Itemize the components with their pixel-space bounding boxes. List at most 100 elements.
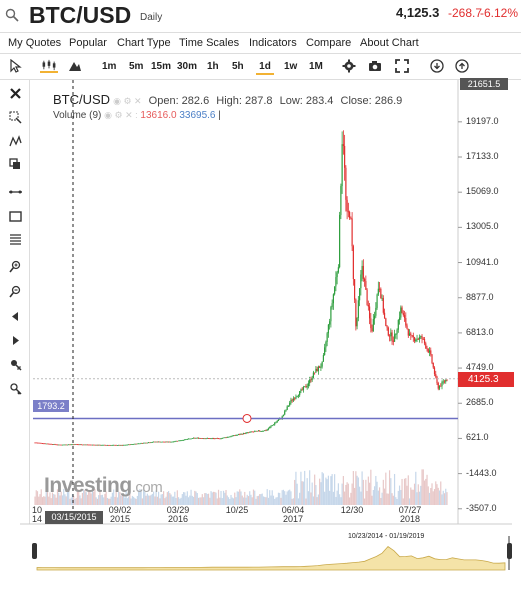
- volume-bar: [423, 480, 426, 505]
- gear-icon[interactable]: [342, 59, 356, 73]
- menu-popular[interactable]: Popular: [69, 37, 107, 49]
- mountain-chart-icon[interactable]: [68, 59, 82, 73]
- candle-body: [336, 272, 338, 278]
- candle-body: [212, 438, 215, 440]
- candle-body: [55, 444, 57, 446]
- interval-1M[interactable]: 1M: [309, 61, 323, 72]
- volume-bar: [192, 496, 195, 505]
- menu-compare[interactable]: Compare: [306, 37, 352, 49]
- zoom-in-icon[interactable]: [9, 260, 22, 273]
- volume-value-2: 33695.6: [179, 110, 216, 121]
- volume-bar: [347, 483, 349, 505]
- volume-bar: [284, 491, 286, 505]
- candle-body: [169, 441, 171, 443]
- volume-bar: [242, 497, 245, 505]
- cursor-icon[interactable]: [8, 59, 22, 73]
- search-icon[interactable]: [5, 8, 19, 22]
- candlestick-icon[interactable]: [40, 59, 58, 73]
- menu-chart-type[interactable]: Chart Type: [117, 37, 171, 49]
- cloud-download-icon[interactable]: [430, 59, 444, 73]
- candle-body: [155, 441, 157, 443]
- volume-bar: [359, 486, 361, 505]
- candle-body: [189, 438, 191, 440]
- rectangle-icon[interactable]: [9, 210, 22, 223]
- interval-5m[interactable]: 5m: [129, 61, 144, 72]
- volume-bar: [186, 491, 188, 505]
- volume-value-1: 13616.0: [140, 110, 177, 121]
- candle-body: [422, 338, 424, 340]
- candle-body: [264, 430, 266, 432]
- last-price: 4,125.3: [396, 5, 440, 20]
- volume-bar: [181, 494, 183, 505]
- price-tick-label: 621.0: [466, 432, 489, 443]
- pattern-tool-icon[interactable]: [9, 135, 22, 148]
- menu-indicators[interactable]: Indicators: [249, 37, 297, 49]
- horizontal-line-handle[interactable]: [242, 413, 252, 423]
- volume-bar: [276, 497, 278, 505]
- fibonacci-icon[interactable]: [9, 233, 22, 246]
- menu-time-scales[interactable]: Time Scales: [179, 37, 240, 49]
- volume-bar: [388, 470, 391, 505]
- volume-bar: [201, 494, 203, 505]
- candle-body: [229, 436, 231, 438]
- candle-body: [197, 437, 200, 439]
- candle-body: [241, 433, 243, 435]
- interval-15m[interactable]: 15m: [151, 61, 172, 72]
- candle-body: [236, 434, 238, 436]
- trendline-icon[interactable]: [9, 185, 22, 198]
- volume-bar: [174, 491, 176, 505]
- cloud-upload-icon[interactable]: [455, 59, 469, 73]
- candle-body: [295, 397, 297, 399]
- time-tick-label: 07/27 2018: [398, 505, 422, 524]
- interval-1w[interactable]: 1w: [284, 61, 298, 72]
- volume-bar: [184, 492, 186, 505]
- volume-bar: [393, 473, 396, 505]
- lock-drawing-icon[interactable]: [9, 382, 22, 395]
- fullscreen-icon[interactable]: [395, 59, 409, 73]
- candle-body: [124, 444, 126, 446]
- menu-about-chart[interactable]: About Chart: [360, 37, 419, 49]
- candle-body: [111, 444, 114, 446]
- zoom-out-icon[interactable]: [9, 285, 22, 298]
- candle-body: [34, 442, 36, 444]
- volume-bar: [215, 492, 217, 505]
- scroll-left-icon[interactable]: [9, 310, 22, 323]
- candle-body: [400, 307, 402, 318]
- volume-bar: [182, 492, 185, 505]
- volume-bar: [442, 490, 444, 505]
- candle-body: [327, 324, 329, 334]
- candle-body: [123, 444, 125, 446]
- camera-icon[interactable]: [368, 59, 382, 73]
- candle-body: [129, 444, 131, 446]
- close-icon[interactable]: [9, 87, 22, 100]
- magnet-icon[interactable]: [9, 358, 22, 371]
- menu-my-quotes[interactable]: My Quotes: [8, 37, 62, 49]
- volume-bar: [180, 497, 182, 505]
- copy-icon[interactable]: [9, 158, 22, 171]
- volume-settings-icon[interactable]: ◉ ⚙ ✕ :: [104, 110, 138, 120]
- candle-body: [206, 438, 208, 439]
- volume-bar: [185, 495, 187, 505]
- select-tool-icon[interactable]: [9, 111, 22, 124]
- volume-bar: [189, 495, 191, 505]
- interval-30m[interactable]: 30m: [177, 61, 198, 72]
- candle-body: [310, 379, 312, 381]
- candle-body: [280, 418, 282, 420]
- interval-1h[interactable]: 1h: [207, 61, 219, 72]
- candle-body: [281, 416, 283, 419]
- navigator-left-handle[interactable]: [32, 543, 37, 559]
- candle-body: [125, 444, 127, 446]
- interval-1d[interactable]: 1d: [256, 59, 274, 75]
- navigator[interactable]: [0, 526, 521, 574]
- volume-bar: [287, 490, 290, 505]
- candle-body: [340, 186, 342, 216]
- volume-bar: [356, 475, 358, 505]
- candle-body: [119, 444, 121, 446]
- volume-bar: [292, 498, 295, 505]
- candle-body: [397, 320, 399, 330]
- interval-5h[interactable]: 5h: [232, 61, 244, 72]
- legend-eye-icon[interactable]: ◉ ⚙ ✕: [113, 96, 142, 106]
- volume-bar: [383, 488, 386, 505]
- interval-1m[interactable]: 1m: [102, 61, 117, 72]
- scroll-right-icon[interactable]: [9, 334, 22, 347]
